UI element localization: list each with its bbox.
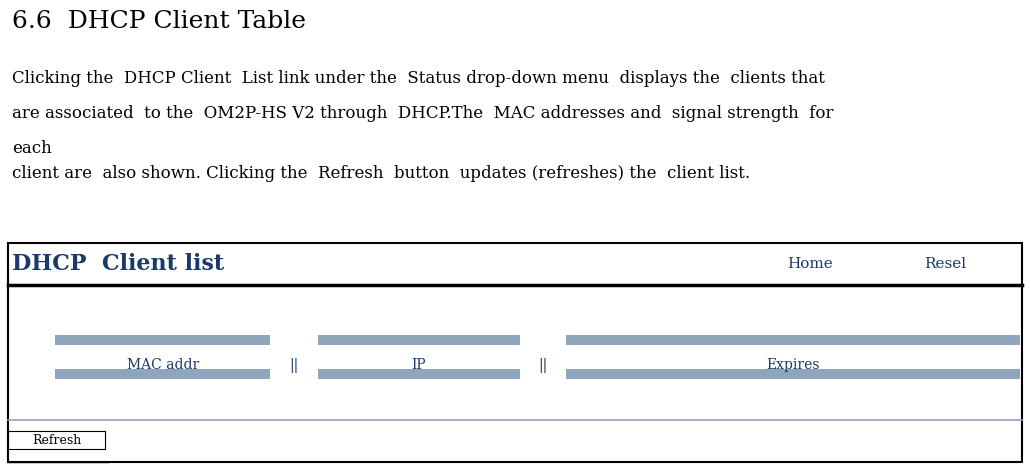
Text: MAC addr: MAC addr xyxy=(127,358,199,372)
Text: each: each xyxy=(12,140,52,157)
Bar xyxy=(566,369,1020,379)
Text: client are  also shown. Clicking the  Refresh  button  updates (refreshes) the  : client are also shown. Clicking the Refr… xyxy=(12,165,751,182)
Bar xyxy=(55,335,270,345)
Text: are associated  to the  OM2P-HS V2 through  DHCP.The  MAC addresses and  signal : are associated to the OM2P-HS V2 through… xyxy=(12,105,833,122)
Bar xyxy=(566,335,1020,345)
Text: Expires: Expires xyxy=(766,358,820,372)
Bar xyxy=(318,369,520,379)
Text: Home: Home xyxy=(787,257,833,271)
Bar xyxy=(318,335,520,345)
Text: DHCP  Client list: DHCP Client list xyxy=(12,253,224,275)
Text: Clicking the  DHCP Client  List link under the  Status drop-down menu  displays : Clicking the DHCP Client List link under… xyxy=(12,70,825,87)
Bar xyxy=(55,369,270,379)
Text: IP: IP xyxy=(411,358,426,372)
Text: Resel: Resel xyxy=(924,257,966,271)
Text: ||: || xyxy=(538,358,547,373)
Bar xyxy=(8,243,1022,462)
Text: ||: || xyxy=(290,358,299,373)
Text: Refresh: Refresh xyxy=(32,433,81,446)
Text: 6.6  DHCP Client Table: 6.6 DHCP Client Table xyxy=(12,10,306,33)
